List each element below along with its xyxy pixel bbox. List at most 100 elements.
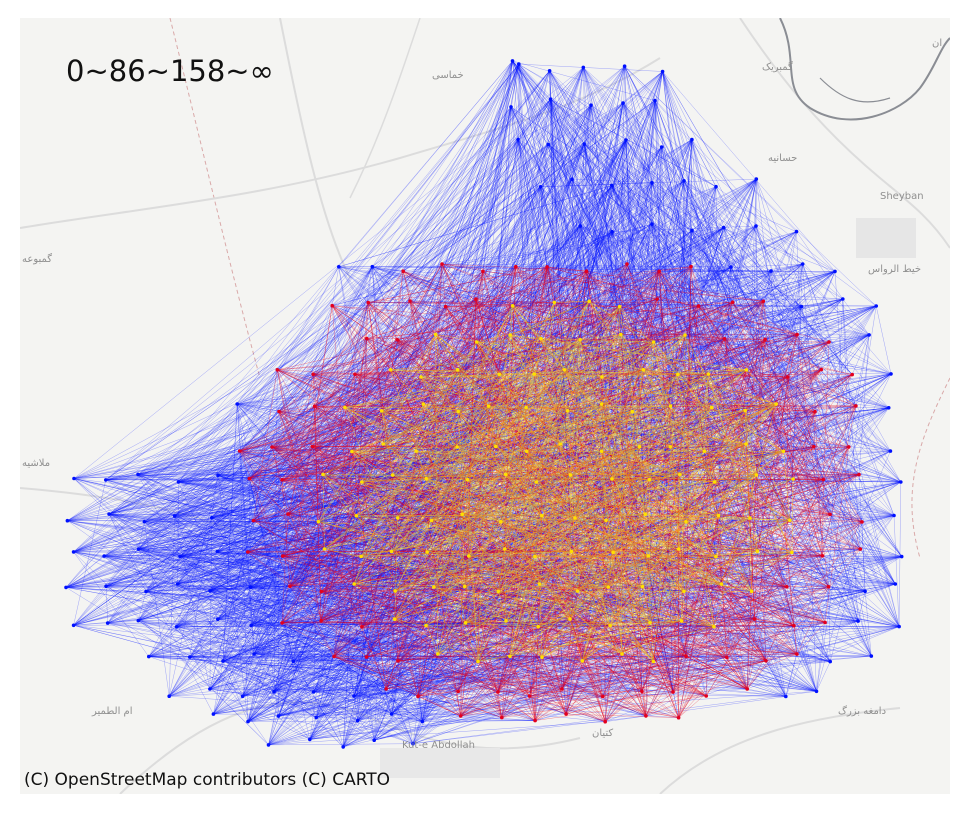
map-frame[interactable]: خماسی گمبریک حسانیه Sheyban خیط الرواس گ… [20,18,950,794]
flow-node [676,715,681,720]
flow-node [819,367,824,372]
flow-node [610,229,614,234]
flow-node [366,300,371,305]
flow-node [676,547,681,551]
flow-node [684,654,688,658]
flow-node [625,262,629,266]
flow-node [800,262,805,266]
flow-node [827,340,831,344]
flow-node [584,269,589,273]
flow-node [536,624,540,629]
flow-node [401,269,406,273]
flow-node [621,101,625,105]
flow-node [248,585,253,589]
flow-node [172,514,177,518]
flow-node [869,654,874,658]
flow-node [611,550,615,555]
flow-node [144,589,148,594]
flow-node [216,473,220,478]
flow-node [725,655,729,660]
flow-node [360,625,364,629]
flow-node [696,304,701,308]
flow-node [247,476,252,481]
flow-node [897,624,901,629]
flow-node [252,652,256,656]
road [349,18,421,199]
flow-node [886,406,891,410]
flow-node [764,659,768,663]
flow-node [678,472,682,477]
flow-node [496,589,501,594]
flow-node [420,719,425,724]
flow-node [393,589,397,593]
flow-node [660,69,665,74]
road [659,707,901,794]
flow-node [178,554,182,559]
flow-node [610,183,614,188]
flow-node [833,269,837,274]
flow-node [359,554,363,559]
flow-node [637,445,642,449]
flow-node [188,655,192,659]
flow-node [379,409,384,413]
flow-node [651,340,656,344]
flow-node [456,409,461,414]
flow-node [860,520,864,524]
flow-node [508,654,512,659]
flow-node [650,222,654,226]
flow-node [436,652,440,656]
flow-node [208,589,212,593]
flow-node [463,621,468,625]
flow-node [648,620,652,625]
flow-node [350,449,354,454]
flow-node [105,621,110,625]
flow-node [548,97,553,101]
flow-node [364,336,369,341]
flow-node [354,514,359,518]
place-label: دامغه بزرگ [838,706,887,717]
flow-node [319,618,323,623]
flow-node [176,480,181,484]
flow-node [600,375,604,379]
flow-node [416,694,420,699]
flow-node [532,372,536,376]
flow-node [722,337,727,341]
flow-node [280,554,285,558]
flow-node [539,336,543,341]
flow-node [527,694,532,698]
flow-node [640,689,644,694]
flow-node [460,512,465,516]
flow-node [411,741,415,746]
flow-node [619,332,623,337]
flow-node [546,142,551,147]
flow-node [503,472,508,477]
flow-node [276,714,281,718]
flow-node [499,520,503,524]
flow-node [606,585,610,589]
river [779,18,950,121]
flow-node [509,105,513,109]
flow-node [107,512,111,516]
flow-node [668,404,673,408]
flow-node [216,617,220,621]
flow-node [364,655,369,659]
place-label: خیط الرواس [868,264,922,275]
flow-node [781,449,786,454]
flow-node [589,103,593,107]
flow-node [599,402,604,406]
flow-node [246,550,250,554]
flow-node [785,585,789,589]
flow-node [215,549,220,554]
place-label: گمبوعه [22,254,53,265]
flow-node [330,303,335,308]
place-label: خماسی [432,70,464,81]
flow-node [174,625,179,629]
flow-node [792,623,796,628]
flow-node [657,269,661,274]
place-label: گمبریک [762,62,793,73]
flow-node [384,687,388,691]
flow-node [65,518,70,523]
flow-node [823,620,827,625]
flow-node [352,582,356,586]
flow-node [714,554,718,559]
